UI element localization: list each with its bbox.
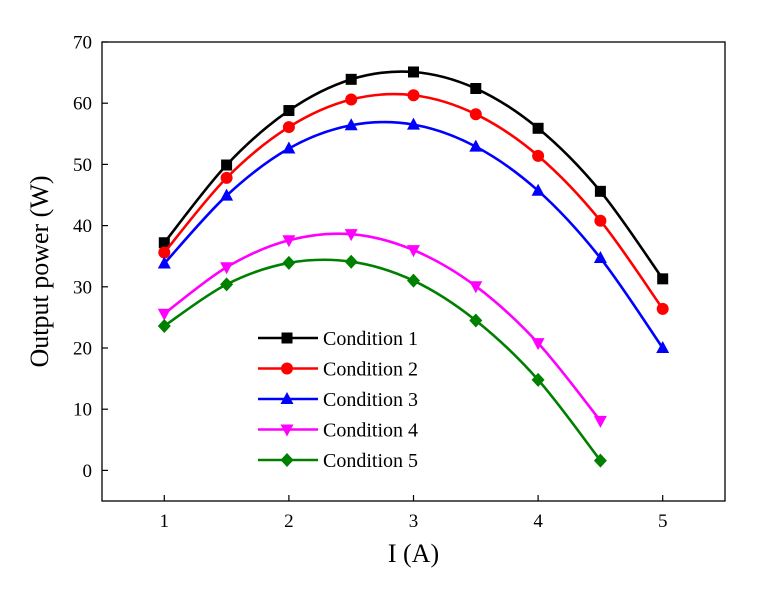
data-point: [407, 273, 420, 288]
data-point: [220, 277, 234, 292]
data-point: [344, 254, 358, 269]
series-line: [163, 120, 664, 349]
x-tick-label: 1: [160, 511, 170, 532]
x-tick-label: 3: [409, 511, 419, 532]
x-tick-label: 5: [658, 511, 668, 532]
data-point: [469, 108, 482, 121]
data-point: [593, 415, 607, 428]
data-point: [158, 237, 170, 249]
data-point: [220, 262, 234, 275]
data-point: [531, 338, 545, 351]
series-condition-1: [158, 66, 669, 285]
data-point: [345, 73, 357, 85]
y-tick-label: 60: [73, 94, 92, 115]
data-point: [532, 122, 544, 134]
x-axis-title: I (A): [388, 539, 439, 568]
data-point: [344, 118, 358, 131]
data-point: [282, 235, 296, 248]
legend-item: Condition 1: [258, 328, 418, 350]
legend-marker: [280, 453, 294, 467]
data-point: [593, 453, 607, 468]
series-condition-4: [157, 229, 607, 428]
legend-item: Condition 3: [258, 389, 418, 411]
legend-marker: [281, 362, 293, 375]
legend-label: Condition 1: [323, 328, 418, 350]
data-point: [157, 256, 171, 269]
data-point: [220, 171, 233, 184]
data-point: [157, 308, 171, 321]
data-point: [407, 117, 420, 130]
data-point: [531, 372, 545, 387]
data-point: [531, 183, 545, 196]
legend: Condition 1 Condition 2 Condition 3 Conditi…: [258, 328, 418, 472]
series-condition-3: [157, 117, 670, 353]
y-tick-label: 20: [73, 339, 92, 360]
legend-label: Condition 4: [323, 420, 418, 442]
legend-marker: [280, 392, 294, 404]
data-point: [282, 121, 295, 134]
data-point: [469, 313, 483, 328]
data-point: [657, 273, 669, 285]
data-point: [157, 318, 171, 333]
series-condition-2: [158, 89, 669, 315]
data-series: [157, 66, 670, 468]
legend-item: Condition 2: [258, 359, 418, 381]
legend-label: Condition 3: [323, 389, 418, 411]
data-point: [532, 149, 545, 162]
data-point: [407, 89, 420, 102]
data-point: [469, 139, 483, 152]
data-point: [593, 251, 607, 264]
y-tick-label: 0: [83, 461, 93, 482]
y-tick-label: 30: [73, 277, 92, 298]
data-point: [282, 255, 296, 270]
data-point: [594, 214, 607, 227]
data-point: [469, 281, 483, 294]
data-point: [220, 188, 234, 201]
data-point: [221, 159, 233, 171]
data-point: [594, 185, 606, 197]
y-tick-label: 40: [73, 216, 92, 237]
legend-label: Condition 5: [323, 450, 418, 472]
y-axis-title: Output power (W): [25, 175, 54, 367]
data-point: [345, 93, 358, 106]
y-tick-label: 50: [73, 155, 92, 176]
data-point: [158, 246, 171, 259]
data-point: [344, 229, 358, 242]
data-point: [656, 302, 669, 315]
x-tick-label: 4: [533, 511, 543, 532]
legend-item: Condition 5: [258, 450, 418, 472]
data-point: [408, 66, 419, 78]
y-tick-label: 10: [73, 400, 92, 421]
legend-item: Condition 4: [258, 420, 418, 442]
legend-marker: [281, 332, 293, 344]
series-condition-5: [157, 254, 607, 468]
data-point: [470, 83, 482, 95]
y-tick-label: 70: [73, 33, 92, 54]
legend-marker: [280, 424, 294, 437]
x-tick-label: 2: [284, 511, 294, 532]
data-point: [407, 245, 420, 258]
data-point: [283, 105, 295, 117]
data-point: [282, 141, 296, 154]
legend-label: Condition 2: [323, 359, 418, 381]
data-point: [656, 341, 670, 353]
